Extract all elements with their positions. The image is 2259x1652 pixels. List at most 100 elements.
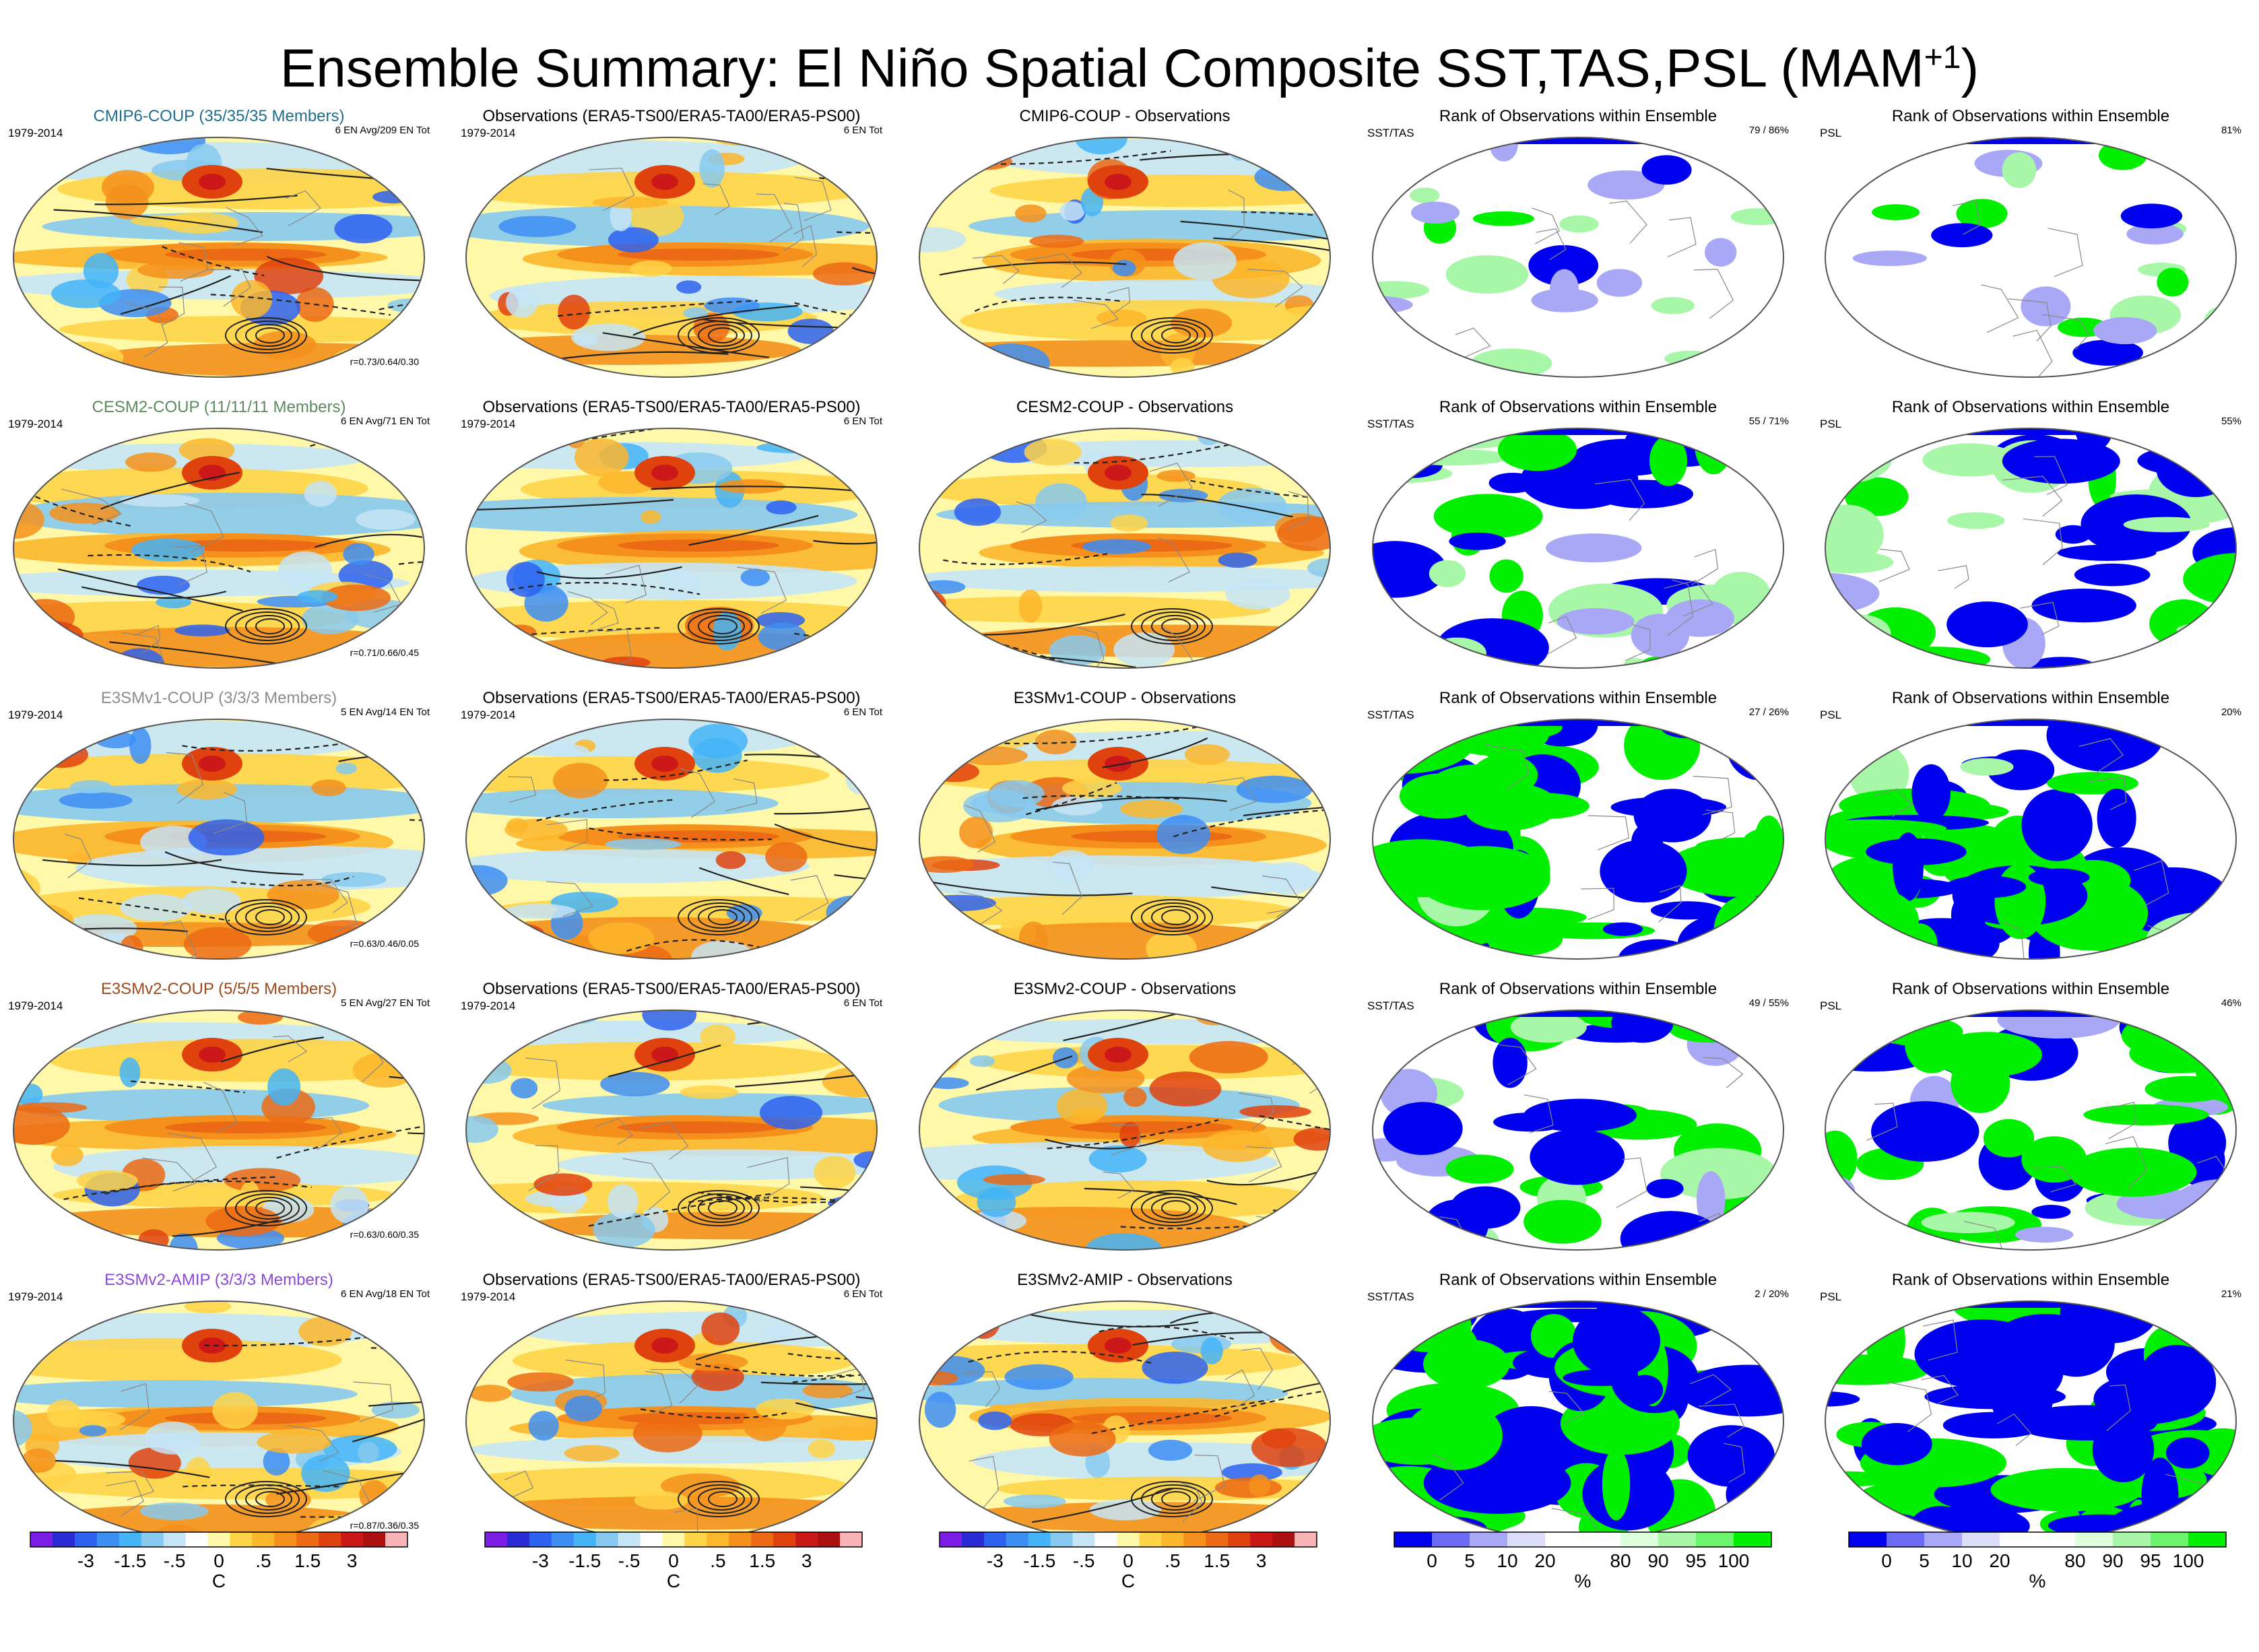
coastline bbox=[1431, 1453, 1464, 1501]
anomaly-blob bbox=[564, 1395, 602, 1422]
rank-high-region bbox=[1956, 199, 2008, 229]
rank-high-region bbox=[2083, 1104, 2209, 1125]
colorbar-swatch bbox=[662, 1532, 685, 1547]
coastline bbox=[546, 819, 588, 851]
panel-counts: 6 EN Tot bbox=[843, 125, 882, 136]
pressure-contour-closed bbox=[1161, 327, 1191, 343]
pressure-contour-closed bbox=[235, 612, 300, 641]
anomaly-blob bbox=[924, 1391, 956, 1428]
colorbar-swatch bbox=[1658, 1532, 1697, 1547]
coastline bbox=[1878, 548, 1910, 583]
pressure-contour bbox=[300, 1516, 424, 1525]
rank-variable-label: SST/TAS bbox=[1367, 708, 1414, 721]
colorbar-swatch bbox=[74, 1532, 98, 1547]
correlation-values: r=0.63/0.46/0.05 bbox=[350, 938, 419, 949]
rank-low-region bbox=[2037, 1311, 2115, 1377]
coastline bbox=[304, 1117, 343, 1150]
anomaly-blob bbox=[1049, 635, 1107, 666]
anomaly-blob bbox=[348, 428, 372, 447]
pressure-contour-closed bbox=[678, 1190, 760, 1226]
anomaly-blob bbox=[849, 356, 877, 377]
pressure-contour bbox=[973, 614, 1125, 636]
anomaly-blob bbox=[321, 871, 387, 887]
anomaly-blob bbox=[1255, 921, 1300, 952]
colorbar-swatch bbox=[1228, 1532, 1251, 1547]
rank-high-region bbox=[1849, 431, 1895, 445]
pressure-contour-closed bbox=[1141, 321, 1206, 350]
pressure-contour bbox=[536, 799, 676, 822]
anomaly-blob bbox=[1262, 861, 1316, 895]
coastline bbox=[213, 791, 247, 834]
anomaly-blob bbox=[36, 741, 88, 768]
anomaly-blob bbox=[787, 319, 834, 344]
coastline bbox=[1952, 200, 1980, 235]
rank-low-region bbox=[1911, 764, 1951, 822]
pressure-contour bbox=[774, 823, 877, 855]
anomaly-blob bbox=[137, 261, 215, 279]
rank-low-region bbox=[2046, 719, 2165, 772]
colorbar-swatch bbox=[1696, 1532, 1734, 1547]
anomaly-band bbox=[466, 788, 779, 819]
rank-percent: 49 / 55% bbox=[1748, 997, 1789, 1009]
coastline bbox=[205, 269, 251, 307]
pressure-contour bbox=[1102, 737, 1208, 768]
panel-title: Rank of Observations within Ensemble bbox=[1891, 689, 2170, 707]
anomaly-blob bbox=[795, 475, 864, 488]
coastline bbox=[1581, 888, 1614, 921]
colorbar-svg: 0 5 10 20 80 90 95 100 bbox=[1394, 1531, 1772, 1571]
panel-title: E3SMv2-COUP - Observations bbox=[1013, 980, 1237, 998]
rank-low-region bbox=[1450, 1186, 1521, 1229]
rank-high-region bbox=[1464, 788, 1552, 831]
pressure-contour bbox=[94, 195, 298, 205]
coastline bbox=[546, 881, 594, 917]
pressure-contour bbox=[1074, 443, 1233, 464]
pressure-contour bbox=[651, 486, 860, 492]
anomaly-blob bbox=[130, 215, 210, 228]
panel-counts: 6 EN Avg/18 EN Tot bbox=[340, 1288, 430, 1300]
panel-rank-sst: Rank of Observations within Ensemble SST/… bbox=[1359, 688, 1797, 978]
coastline bbox=[1246, 1146, 1282, 1183]
coastline bbox=[2034, 456, 2068, 496]
coastline bbox=[1691, 549, 1719, 585]
panel-model-panel: CMIP6-COUP (35/35/35 Members) 1979-2014 6 … bbox=[0, 106, 438, 396]
anomaly-blob bbox=[955, 152, 1012, 170]
rank-low-region bbox=[1661, 719, 1717, 739]
pressure-contour-closed bbox=[225, 899, 307, 935]
anomaly-blob bbox=[794, 137, 839, 151]
colorbar-swatch bbox=[1545, 1532, 1583, 1547]
north-pacific-core bbox=[199, 1337, 226, 1354]
coastline bbox=[1192, 1455, 1226, 1502]
coastline bbox=[273, 1035, 308, 1063]
north-pacific-core bbox=[1105, 174, 1132, 190]
pressure-contour-closed bbox=[688, 612, 752, 641]
pressure-contour bbox=[695, 1363, 855, 1377]
tropical-warm-core bbox=[618, 539, 779, 552]
colorbar-swatch bbox=[751, 1532, 774, 1547]
colorbar-swatch bbox=[274, 1532, 297, 1547]
anomaly-blob bbox=[1148, 1439, 1193, 1461]
globe-map bbox=[465, 428, 878, 669]
anomaly-blob bbox=[13, 338, 30, 365]
pressure-contour bbox=[536, 566, 682, 579]
anomaly-blob bbox=[484, 923, 544, 942]
panel-diff-panel: CMIP6-COUP - Observations bbox=[906, 106, 1344, 396]
pressure-contour bbox=[172, 1219, 279, 1237]
pressure-contour bbox=[509, 582, 700, 595]
anomaly-blob bbox=[1225, 579, 1290, 609]
coastline bbox=[1076, 626, 1105, 668]
coastline bbox=[528, 1145, 560, 1192]
colorbar-swatch bbox=[1094, 1532, 1118, 1547]
pressure-contour bbox=[267, 256, 422, 282]
panel-obs-panel: Observations (ERA5-TS00/ERA5-TA00/ERA5-P… bbox=[453, 397, 890, 687]
anomaly-blob bbox=[1082, 539, 1151, 554]
rank-high-region bbox=[1649, 435, 1688, 486]
anomaly-blob bbox=[740, 568, 770, 587]
rank-low-region bbox=[1825, 428, 1861, 442]
anomaly-blob bbox=[301, 1454, 350, 1492]
coastline bbox=[969, 1455, 1000, 1510]
colorbar-swatch bbox=[1050, 1532, 1074, 1547]
colorbar-swatch bbox=[1006, 1532, 1029, 1547]
anomaly-band bbox=[557, 1149, 877, 1181]
rank-variable-label: SST/TAS bbox=[1367, 418, 1414, 430]
panel-period: 1979-2014 bbox=[8, 1290, 63, 1303]
